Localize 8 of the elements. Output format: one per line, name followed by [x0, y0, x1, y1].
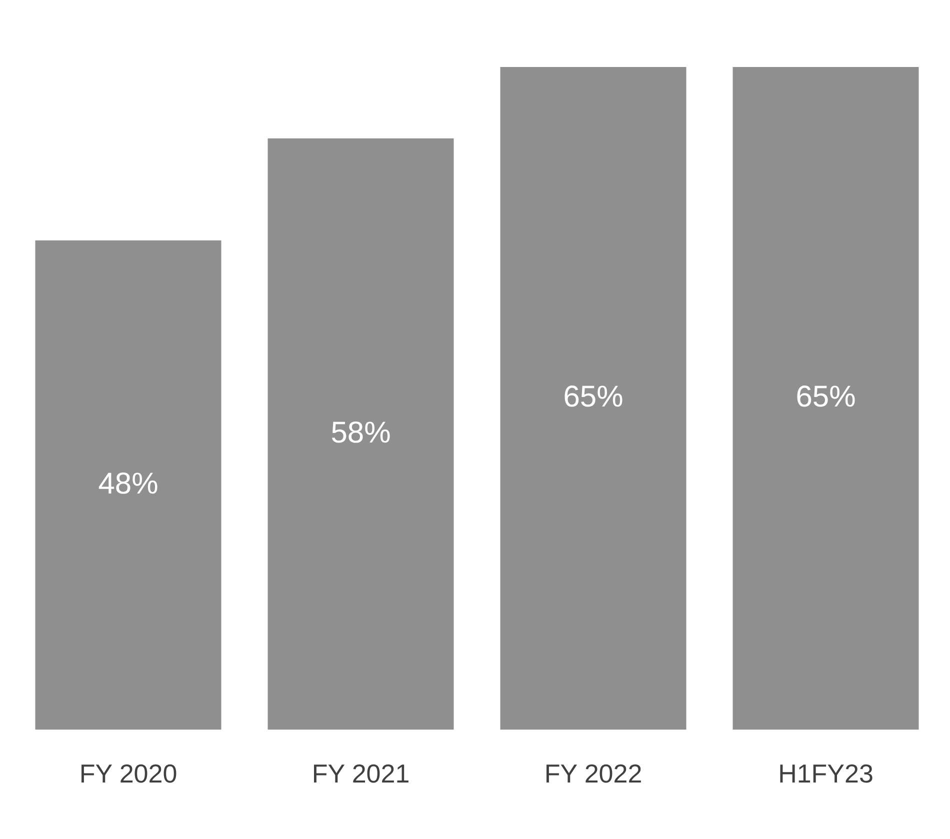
x-tick-label: H1FY23 — [778, 758, 874, 789]
data-label: 58% — [330, 416, 391, 450]
x-tick-label: FY 2022 — [544, 758, 642, 789]
x-tick-label: FY 2020 — [79, 758, 178, 789]
data-label: 48% — [98, 467, 158, 500]
data-label: 65% — [796, 380, 856, 414]
x-tick-label: FY 2021 — [312, 758, 410, 789]
data-label: 65% — [563, 380, 624, 414]
